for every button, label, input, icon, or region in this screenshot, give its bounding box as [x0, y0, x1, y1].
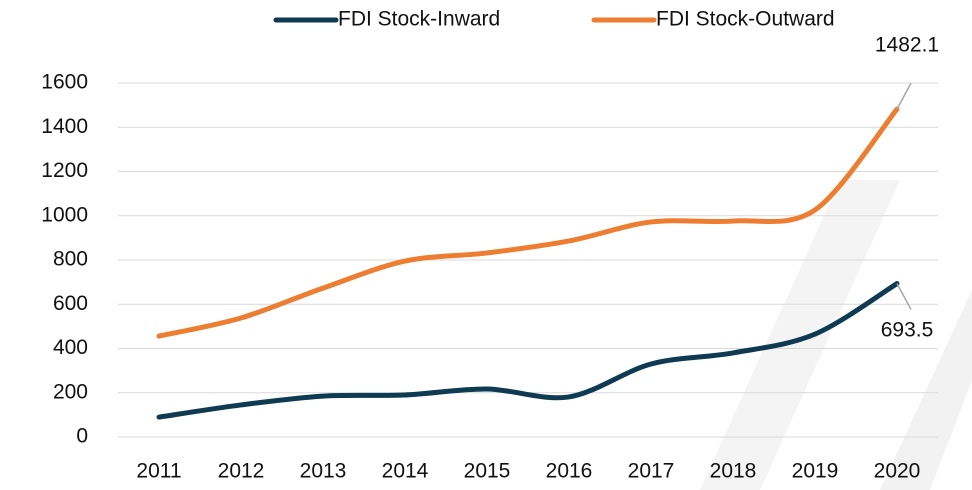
y-tick-label: 800	[53, 248, 88, 271]
x-tick-label: 2011	[136, 460, 181, 483]
series-line	[156, 281, 900, 420]
background-shape	[700, 180, 900, 490]
y-tick-label: 1200	[41, 159, 88, 182]
data-label: 1482.1	[875, 34, 939, 57]
y-tick-label: 1000	[41, 203, 88, 226]
x-tick-label: 2016	[546, 460, 593, 483]
leader-line	[896, 283, 912, 310]
legend-label: FDI Stock-Outward	[656, 8, 835, 31]
x-tick-label: 2017	[628, 460, 675, 483]
x-tick-label: 2014	[382, 460, 429, 483]
x-tick-label: 2015	[464, 460, 511, 483]
background-shape	[880, 290, 972, 490]
x-tick-label: 2020	[874, 460, 921, 483]
y-tick-label: 1600	[41, 71, 88, 94]
x-tick-label: 2018	[710, 460, 757, 483]
x-tick-label: 2019	[792, 460, 839, 483]
y-tick-label: 200	[53, 380, 88, 403]
legend-label: FDI Stock-Inward	[338, 8, 500, 31]
y-tick-label: 400	[53, 336, 88, 359]
y-tick-label: 0	[76, 425, 88, 448]
x-tick-label: 2012	[218, 460, 265, 483]
y-tick-label: 1400	[41, 115, 88, 138]
data-label: 693.5	[881, 319, 934, 342]
x-tick-label: 2013	[300, 460, 347, 483]
leader-line	[896, 82, 912, 110]
series-line	[156, 106, 900, 339]
y-tick-label: 600	[53, 292, 88, 315]
